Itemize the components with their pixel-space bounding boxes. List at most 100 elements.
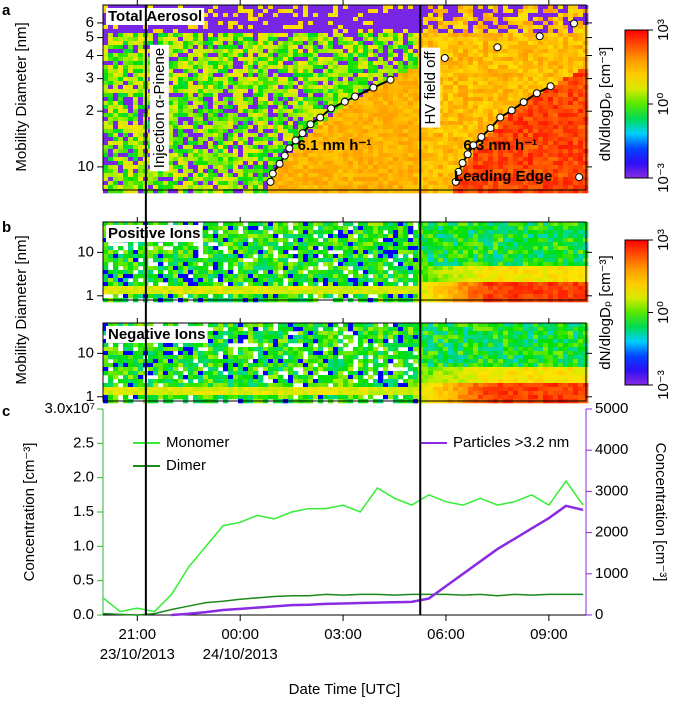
- heatmap-cell: [123, 105, 128, 109]
- heatmap-cell: [163, 278, 168, 282]
- heatmap-cell: [268, 81, 273, 85]
- heatmap-cell: [103, 45, 108, 49]
- size-point: [487, 125, 494, 132]
- heatmap-cell: [403, 69, 408, 73]
- heatmap-cell: [193, 165, 198, 169]
- heatmap-cell: [233, 165, 238, 169]
- heatmap-cell: [413, 105, 418, 109]
- heatmap-cell: [133, 109, 138, 113]
- heatmap-cell: [188, 258, 193, 262]
- heatmap-cell: [173, 246, 178, 250]
- heatmap-cell: [233, 169, 238, 173]
- heatmap-cell: [368, 161, 373, 165]
- heatmap-cell: [133, 89, 138, 93]
- heatmap-cell: [173, 81, 178, 85]
- heatmap-cell: [333, 161, 338, 165]
- heatmap-cell: [373, 101, 378, 105]
- heatmap-cell: [493, 85, 498, 89]
- heatmap-cell: [363, 157, 368, 161]
- heatmap-cell: [533, 69, 538, 73]
- heatmap-cell: [168, 282, 173, 286]
- heatmap-cell: [218, 61, 223, 65]
- heatmap-cell: [153, 177, 158, 181]
- heatmap-cell: [383, 173, 388, 177]
- heatmap-cell: [123, 101, 128, 105]
- heatmap-cell: [398, 5, 403, 9]
- size-point: [328, 105, 335, 112]
- heatmap-cell: [368, 93, 373, 97]
- heatmap-cell: [558, 185, 563, 189]
- heatmap-cell: [468, 33, 473, 37]
- heatmap-cell: [543, 109, 548, 113]
- heatmap-cell: [248, 73, 253, 77]
- heatmap-cell: [148, 242, 153, 246]
- heatmap-cell: [458, 25, 463, 29]
- heatmap-cell: [113, 294, 118, 298]
- heatmap-cell: [203, 222, 208, 226]
- heatmap-cell: [353, 57, 358, 61]
- heatmap-cell: [238, 181, 243, 185]
- heatmap-cell: [448, 81, 453, 85]
- heatmap-cell: [343, 85, 348, 89]
- heatmap-cell: [203, 93, 208, 97]
- heatmap-cell: [358, 105, 363, 109]
- heatmap-cell: [118, 262, 123, 266]
- heatmap-cell: [258, 45, 263, 49]
- heatmap-cell: [323, 129, 328, 133]
- heatmap-cell: [273, 85, 278, 89]
- heatmap-cell: [288, 5, 293, 9]
- heatmap-cell: [493, 89, 498, 93]
- heatmap-cell: [123, 45, 128, 49]
- heatmap-cell: [568, 37, 573, 41]
- heatmap-cell: [208, 137, 213, 141]
- heatmap-cell: [498, 13, 503, 17]
- heatmap-cell: [223, 77, 228, 81]
- heatmap-cell: [448, 65, 453, 69]
- heatmap-cell: [383, 29, 388, 33]
- heatmap-cell: [478, 85, 483, 89]
- heatmap-cell: [238, 121, 243, 125]
- heatmap-cell: [458, 105, 463, 109]
- heatmap-cell: [398, 89, 403, 93]
- heatmap-cell: [363, 41, 368, 45]
- heatmap-cell: [263, 113, 268, 117]
- heatmap-cell: [428, 165, 433, 169]
- heatmap-cell: [433, 25, 438, 29]
- heatmap-cell: [458, 77, 463, 81]
- heatmap-cell: [333, 89, 338, 93]
- heatmap-cell: [333, 165, 338, 169]
- heatmap-cell: [273, 137, 278, 141]
- heatmap-cell: [448, 141, 453, 145]
- heatmap-cell: [373, 125, 378, 129]
- heatmap-cell: [578, 25, 583, 29]
- heatmap-cell: [228, 145, 233, 149]
- heatmap-cell: [533, 45, 538, 49]
- heatmap-cell: [293, 21, 298, 25]
- heatmap-cell: [343, 65, 348, 69]
- heatmap-cell: [263, 33, 268, 37]
- heatmap-cell: [188, 177, 193, 181]
- heatmap-cell: [338, 81, 343, 85]
- heatmap-cell: [108, 57, 113, 61]
- heatmap-cell: [348, 41, 353, 45]
- heatmap-cell: [223, 169, 228, 173]
- heatmap-cell: [288, 157, 293, 161]
- heatmap-cell: [378, 157, 383, 161]
- heatmap-cell: [123, 121, 128, 125]
- heatmap-cell: [413, 97, 418, 101]
- heatmap-cell: [378, 165, 383, 169]
- heatmap-cell: [373, 153, 378, 157]
- heatmap-cell: [263, 97, 268, 101]
- heatmap-cell: [188, 129, 193, 133]
- heatmap-cell: [123, 57, 128, 61]
- heatmap-cell: [403, 61, 408, 65]
- heatmap-cell: [383, 133, 388, 137]
- heatmap-cell: [108, 290, 113, 294]
- heatmap-cell: [233, 157, 238, 161]
- heatmap-cell: [468, 53, 473, 57]
- heatmap-cell: [343, 125, 348, 129]
- heatmap-cell: [228, 5, 233, 9]
- heatmap-cell: [213, 45, 218, 49]
- heatmap-cell: [538, 185, 543, 189]
- heatmap-cell: [473, 77, 478, 81]
